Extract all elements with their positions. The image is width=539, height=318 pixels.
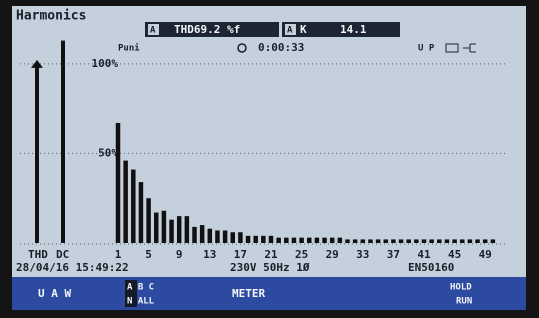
bar bbox=[376, 239, 381, 243]
x-tick-label: 21 bbox=[264, 248, 278, 261]
bar bbox=[445, 239, 450, 243]
readout-label: A bbox=[150, 26, 156, 36]
x-tick-label: THD bbox=[28, 248, 48, 261]
bar bbox=[192, 227, 197, 243]
bar bbox=[406, 239, 411, 243]
bar bbox=[452, 239, 457, 243]
softkey-bar bbox=[12, 277, 526, 310]
bar bbox=[322, 238, 327, 243]
bar bbox=[307, 238, 312, 243]
x-tick-label: 25 bbox=[295, 248, 308, 261]
x-tick-label: 49 bbox=[479, 248, 492, 261]
bar bbox=[399, 239, 404, 243]
bar bbox=[261, 236, 266, 243]
status-icons: U P bbox=[418, 44, 435, 54]
softkey[interactable]: N ALL bbox=[127, 297, 155, 307]
x-tick-label: 5 bbox=[145, 248, 152, 261]
bar bbox=[368, 239, 373, 243]
softkey[interactable]: A B C bbox=[127, 283, 154, 293]
bar bbox=[169, 220, 174, 243]
x-tick-label: 37 bbox=[387, 248, 400, 261]
readout-label: A bbox=[287, 26, 293, 36]
bar bbox=[200, 225, 205, 243]
supply: 230V 50Hz 1Ø bbox=[230, 261, 310, 274]
x-tick-label: 45 bbox=[448, 248, 461, 261]
device-screen: Harmonics A THD69.2 %f A K 14.1 Puni 0:0… bbox=[0, 0, 539, 318]
bar bbox=[345, 239, 350, 243]
bar bbox=[460, 239, 465, 243]
bar bbox=[391, 239, 396, 243]
bar bbox=[491, 239, 496, 243]
bar bbox=[315, 238, 320, 243]
bar bbox=[123, 161, 128, 243]
readout-k-name: K bbox=[300, 23, 307, 36]
bar bbox=[475, 239, 480, 243]
bar bbox=[284, 238, 289, 243]
x-tick-label: 33 bbox=[356, 248, 369, 261]
bar bbox=[246, 236, 251, 243]
bar bbox=[238, 232, 243, 243]
title: Harmonics bbox=[16, 9, 86, 24]
bar bbox=[338, 238, 343, 243]
standard: EN50160 bbox=[408, 261, 454, 274]
bar bbox=[139, 182, 144, 243]
bar bbox=[131, 170, 136, 243]
bar bbox=[384, 239, 389, 243]
x-tick-label: 29 bbox=[326, 248, 339, 261]
x-tick-label: DC bbox=[56, 248, 69, 261]
datetime: 28/04/16 15:49:22 bbox=[16, 261, 129, 274]
bar bbox=[35, 64, 39, 243]
bar bbox=[437, 239, 442, 243]
bar bbox=[61, 41, 65, 243]
bar bbox=[422, 239, 427, 243]
bar bbox=[299, 238, 304, 243]
mode: Puni bbox=[118, 43, 140, 54]
bar bbox=[231, 232, 236, 243]
x-tick-label: 13 bbox=[203, 248, 216, 261]
x-tick-label: 41 bbox=[417, 248, 431, 261]
x-tick-label: 17 bbox=[234, 248, 247, 261]
bar bbox=[208, 229, 213, 243]
bar bbox=[414, 239, 419, 243]
bar bbox=[269, 236, 274, 243]
bar bbox=[177, 216, 182, 243]
bar bbox=[185, 216, 190, 243]
bar bbox=[429, 239, 434, 243]
bar bbox=[292, 238, 297, 243]
bar bbox=[330, 238, 335, 243]
softkey[interactable]: U A W bbox=[38, 287, 71, 300]
bar bbox=[353, 239, 358, 243]
bar bbox=[468, 239, 473, 243]
bar bbox=[223, 230, 228, 243]
readout-k-value: 14.1 bbox=[340, 23, 367, 36]
bar bbox=[116, 123, 121, 243]
readout-thd: THD69.2 %f bbox=[174, 23, 240, 36]
bar bbox=[361, 239, 366, 243]
softkey[interactable]: METER bbox=[232, 287, 265, 300]
bar bbox=[162, 211, 167, 243]
x-tick-label: 9 bbox=[176, 248, 183, 261]
bar bbox=[154, 213, 159, 243]
bar bbox=[253, 236, 258, 243]
softkey[interactable]: RUN bbox=[456, 297, 472, 307]
bar bbox=[483, 239, 488, 243]
x-tick-label: 1 bbox=[115, 248, 122, 261]
bar bbox=[276, 238, 281, 243]
softkey[interactable]: HOLD bbox=[450, 283, 472, 293]
bar bbox=[146, 198, 151, 243]
bar bbox=[215, 230, 220, 243]
timer: 0:00:33 bbox=[258, 41, 304, 54]
